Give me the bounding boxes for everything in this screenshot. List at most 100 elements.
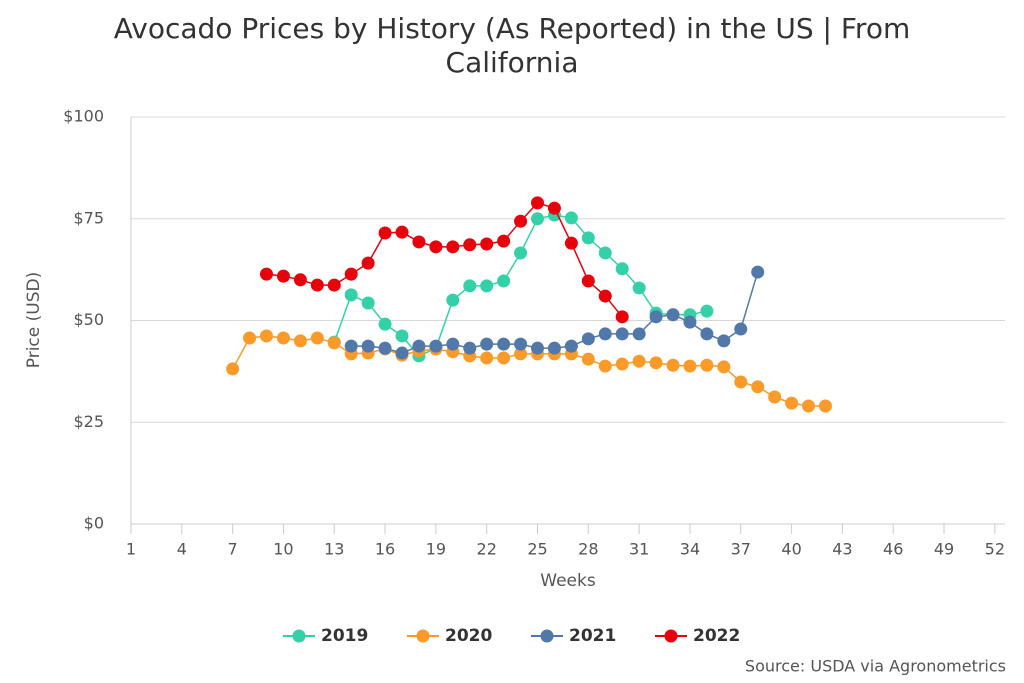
y-tick-label: $100	[63, 107, 104, 126]
data-point	[276, 269, 290, 283]
data-point	[531, 212, 545, 226]
data-point	[632, 327, 646, 341]
data-point	[514, 246, 528, 260]
data-point	[751, 380, 765, 394]
data-point	[463, 279, 477, 293]
data-point	[293, 273, 307, 287]
data-point	[818, 399, 832, 413]
y-axis-label: Price (USD)	[24, 272, 44, 368]
x-tick-label: 1	[126, 540, 136, 559]
data-point	[564, 211, 578, 225]
x-tick-label: 34	[680, 540, 700, 559]
data-point	[547, 341, 561, 355]
data-point	[547, 201, 561, 215]
data-point	[581, 332, 595, 346]
x-tick-label: 4	[177, 540, 187, 559]
legend-label: 2019	[321, 626, 368, 646]
data-point	[734, 322, 748, 336]
data-point	[446, 337, 460, 351]
data-point	[344, 288, 358, 302]
data-point	[615, 327, 629, 341]
x-tick-label: 19	[426, 540, 446, 559]
data-point	[615, 357, 629, 371]
x-tick-label: 7	[228, 540, 238, 559]
data-point	[531, 196, 545, 210]
series-line	[351, 271, 759, 354]
data-point	[480, 237, 494, 251]
data-point	[412, 339, 426, 353]
data-point	[344, 267, 358, 281]
legend-marker	[664, 629, 678, 643]
data-point	[751, 265, 765, 279]
data-point	[226, 362, 240, 376]
data-point	[378, 317, 392, 331]
data-point	[564, 236, 578, 250]
data-point	[260, 267, 274, 281]
data-point	[412, 235, 426, 249]
data-point	[429, 339, 443, 353]
data-point	[446, 293, 460, 307]
legend-label: 2022	[693, 626, 740, 646]
x-tick-label: 40	[781, 540, 801, 559]
data-point	[581, 231, 595, 245]
chart-title: Avocado Prices by History (As Reported) …	[113, 12, 911, 79]
legend-label: 2020	[445, 626, 492, 646]
x-tick-label: 28	[578, 540, 598, 559]
data-point	[378, 226, 392, 240]
x-tick-label: 16	[375, 540, 395, 559]
y-tick-label: $0	[84, 514, 104, 533]
data-point	[734, 375, 748, 389]
data-point	[293, 334, 307, 348]
data-point	[480, 279, 494, 293]
legend-marker	[292, 629, 306, 643]
data-point	[378, 341, 392, 355]
data-point	[683, 359, 697, 373]
data-point	[564, 339, 578, 353]
data-point	[480, 337, 494, 351]
data-point	[260, 329, 274, 343]
data-point	[497, 337, 511, 351]
legend-label: 2021	[569, 626, 616, 646]
data-point	[666, 308, 680, 322]
data-point	[700, 304, 714, 318]
data-point	[632, 281, 646, 295]
data-point	[666, 358, 680, 372]
data-point	[446, 240, 460, 254]
data-point	[361, 296, 375, 310]
data-point	[802, 399, 816, 413]
data-point	[632, 354, 646, 368]
data-point	[327, 336, 341, 350]
data-point	[243, 331, 257, 345]
data-point	[598, 246, 612, 260]
x-tick-label: 13	[324, 540, 344, 559]
data-point	[497, 234, 511, 248]
data-point	[615, 310, 629, 324]
y-tick-label: $25	[73, 412, 104, 431]
x-tick-label: 22	[477, 540, 497, 559]
data-point	[395, 346, 409, 360]
y-tick-label: $75	[73, 208, 104, 227]
data-point	[514, 337, 528, 351]
data-point	[717, 360, 731, 374]
x-tick-label: 25	[527, 540, 547, 559]
data-point	[768, 390, 782, 404]
x-tick-label: 43	[832, 540, 852, 559]
data-point	[497, 274, 511, 288]
data-point	[395, 225, 409, 239]
data-point	[581, 274, 595, 288]
data-point	[514, 347, 528, 361]
x-tick-label: 46	[883, 540, 903, 559]
data-point	[310, 278, 324, 292]
series-line	[266, 202, 623, 318]
x-tick-label: 37	[731, 540, 751, 559]
x-tick-label: 49	[934, 540, 954, 559]
x-tick-label: 31	[629, 540, 649, 559]
data-point	[310, 331, 324, 345]
x-axis-label: Weeks	[540, 571, 596, 591]
data-point	[598, 359, 612, 373]
data-point	[598, 327, 612, 341]
data-point	[327, 278, 341, 292]
data-point	[480, 351, 494, 365]
x-tick-label: 10	[273, 540, 293, 559]
